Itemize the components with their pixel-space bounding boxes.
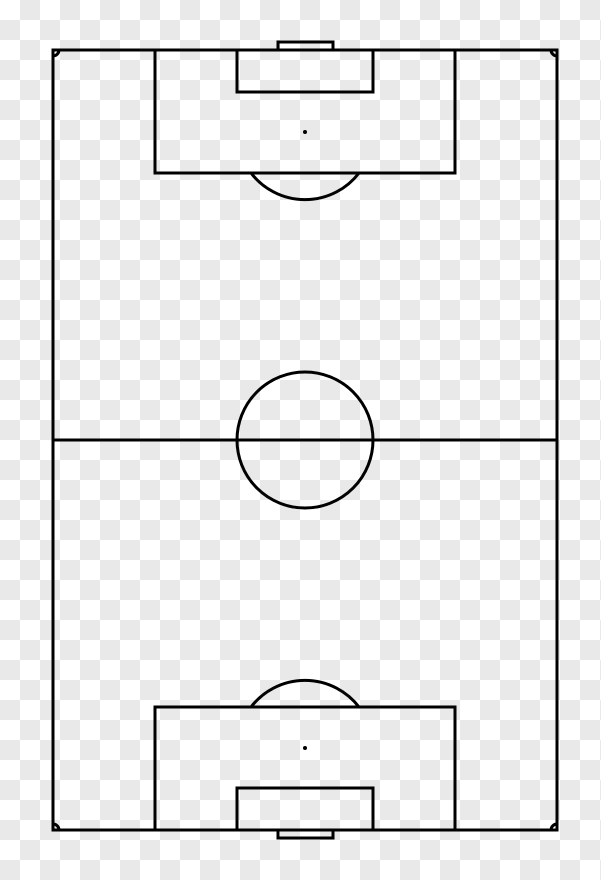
corner-arc-bottom-right <box>549 822 558 831</box>
corner-arc-bottom-left <box>52 822 61 831</box>
top-penalty-spot <box>303 130 307 134</box>
bottom-penalty-area <box>153 705 457 832</box>
bottom-goal-area <box>235 786 375 832</box>
top-goal-area <box>235 48 375 94</box>
center-circle <box>235 370 375 510</box>
bottom-penalty-spot <box>303 746 307 750</box>
corner-arc-top-right <box>549 49 558 58</box>
bottom-penalty-arc <box>249 678 361 708</box>
top-penalty-area <box>153 48 457 175</box>
top-penalty-arc <box>249 172 361 202</box>
corner-arc-top-left <box>52 49 61 58</box>
